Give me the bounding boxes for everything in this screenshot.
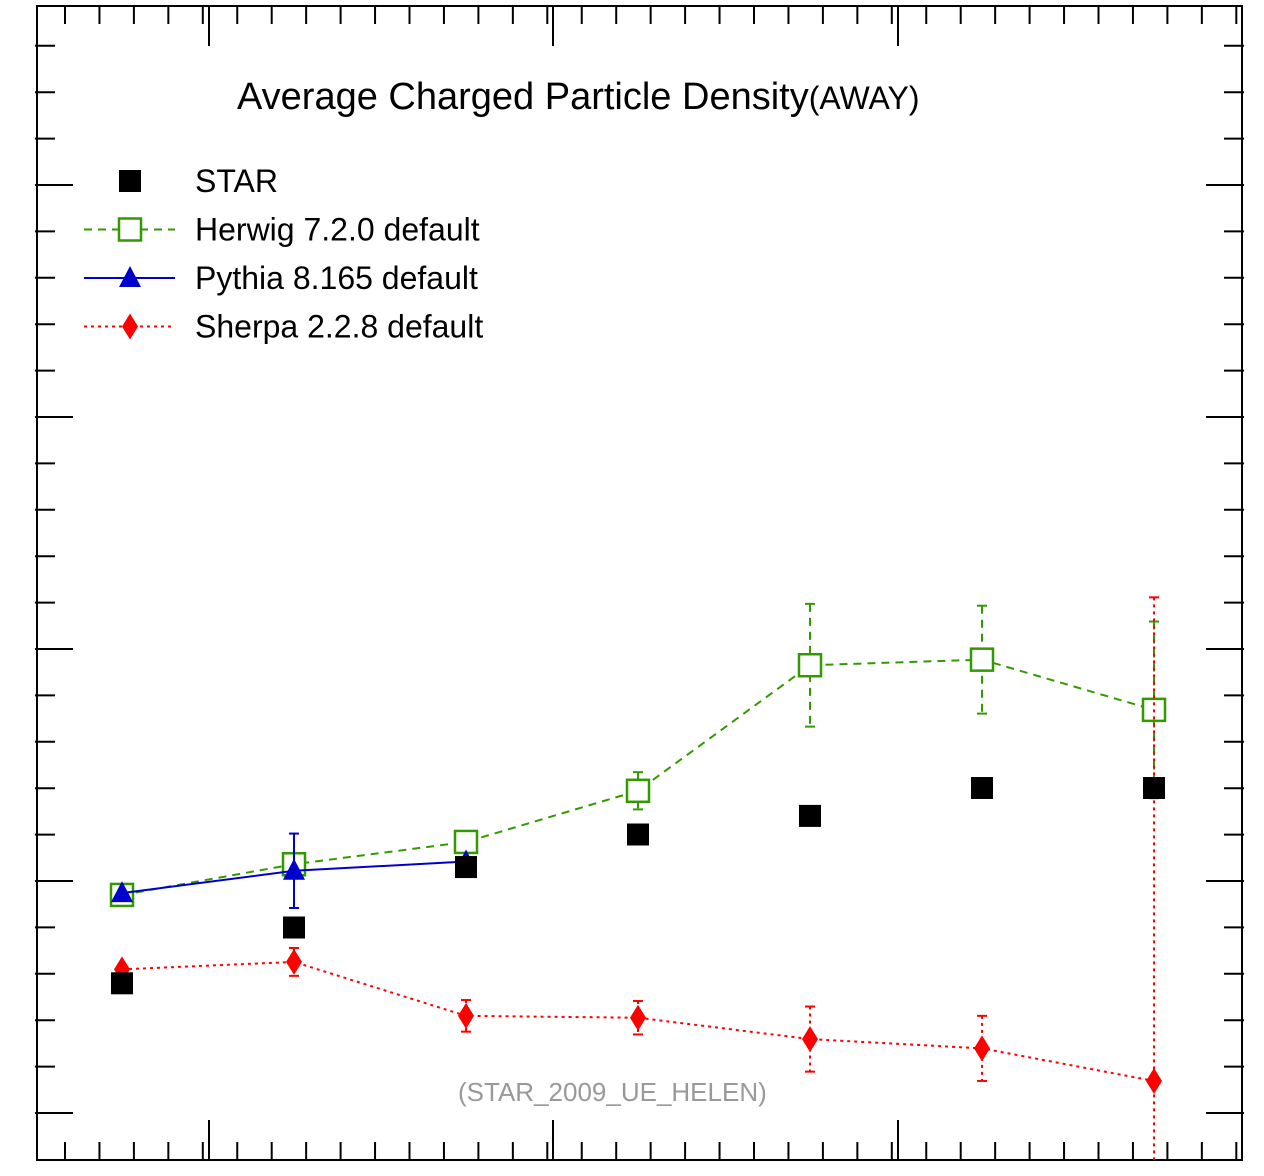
data-point <box>625 778 651 804</box>
legend-entry-2: Herwig 7.2.0 default <box>84 212 480 248</box>
data-point <box>971 777 993 799</box>
legend: STAR Herwig 7.2.0 default Pythia 8.165 def… <box>84 163 483 345</box>
legend-label: Sherpa 2.2.8 default <box>195 309 483 345</box>
data-point <box>797 652 823 678</box>
data-point <box>111 881 133 903</box>
data-point <box>458 1002 474 1029</box>
series-4 <box>114 596 1162 1160</box>
series-2 <box>109 602 1167 908</box>
data-point <box>799 804 821 827</box>
legend-entry-1: STAR <box>119 163 278 199</box>
series-layer <box>109 596 1167 1160</box>
data-point <box>111 972 133 995</box>
data-point <box>286 948 302 975</box>
chart-title: Average Charged Particle Density(AWAY) <box>237 76 920 118</box>
plot-frame <box>36 5 1243 1161</box>
data-point <box>283 916 305 939</box>
data-point <box>974 1035 990 1062</box>
data-point <box>455 856 477 879</box>
data-point <box>1146 1067 1162 1094</box>
analysis-annotation: (STAR_2009_UE_HELEN) <box>458 1077 767 1107</box>
legend-label: Herwig 7.2.0 default <box>195 212 480 248</box>
series-1 <box>111 777 1165 995</box>
legend-marker <box>119 266 141 287</box>
data-point <box>969 647 995 672</box>
data-point <box>802 1026 818 1053</box>
legend-marker <box>122 313 138 340</box>
data-point <box>627 823 649 846</box>
legend-entry-3: Pythia 8.165 default <box>84 260 478 296</box>
legend-marker <box>119 170 141 192</box>
legend-entry-4: Sherpa 2.2.8 default <box>84 309 483 345</box>
data-point <box>630 1004 646 1031</box>
data-point <box>283 858 305 880</box>
legend-label: Pythia 8.165 default <box>195 260 478 296</box>
legend-label: STAR <box>195 163 278 199</box>
series-3 <box>111 832 477 909</box>
data-point <box>1143 777 1165 799</box>
legend-marker <box>117 217 143 242</box>
axis-ticks <box>35 6 1244 1160</box>
